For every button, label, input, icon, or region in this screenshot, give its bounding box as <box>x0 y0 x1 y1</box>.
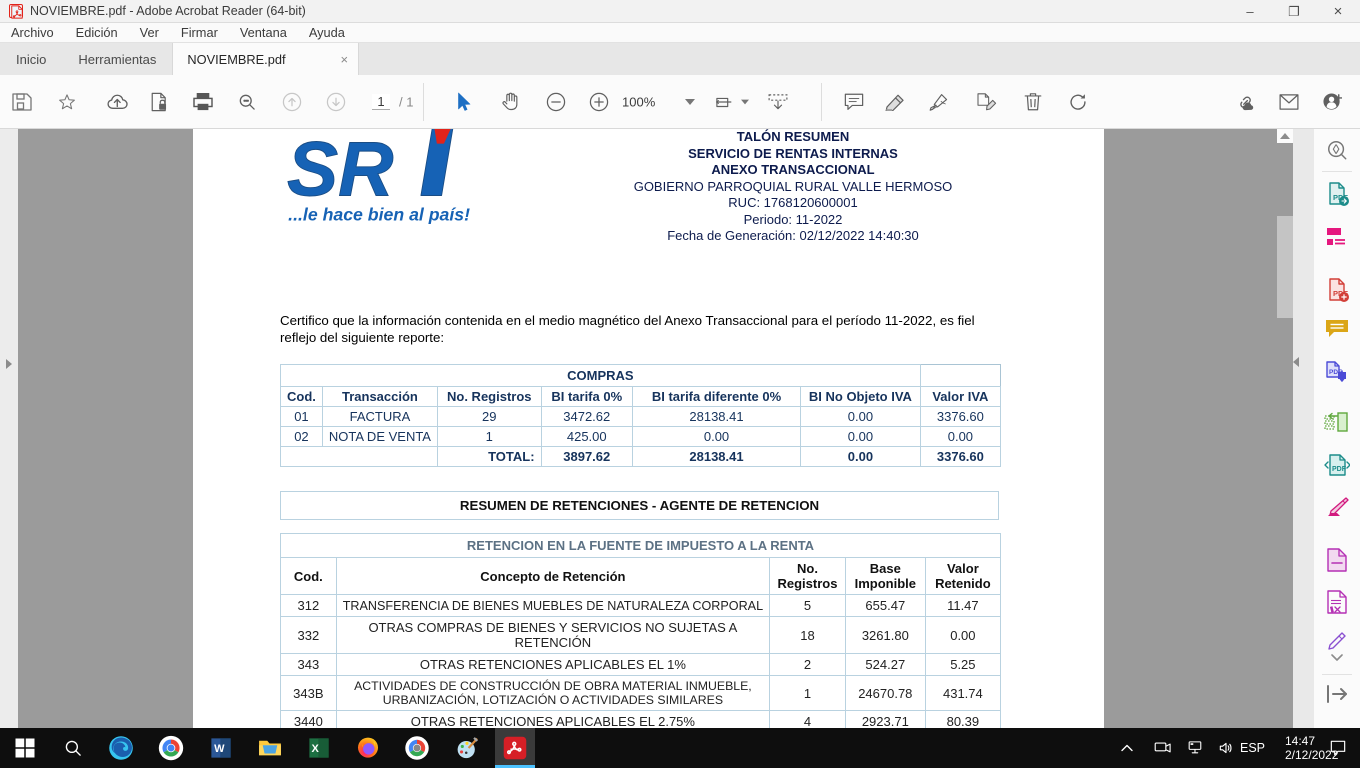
svg-text:X: X <box>311 743 319 755</box>
svg-text:W: W <box>214 743 225 755</box>
svg-text:...le hace bien al país!: ...le hace bien al país! <box>288 204 470 224</box>
svg-text:PDF: PDF <box>1332 466 1347 473</box>
svg-text:SR: SR <box>287 129 394 212</box>
